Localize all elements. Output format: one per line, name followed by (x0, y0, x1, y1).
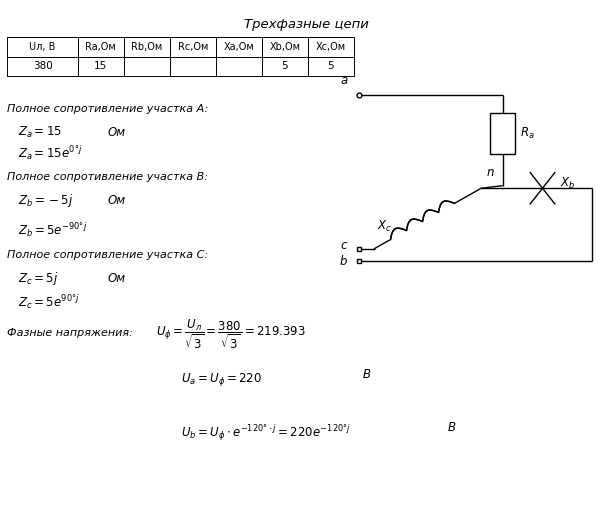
Text: Uл, В: Uл, В (29, 42, 56, 52)
Bar (490, 113, 515, 154)
Bar (262, 57, 308, 76)
Text: Ом: Ом (107, 271, 126, 284)
Text: 380: 380 (32, 61, 53, 71)
Text: $c$: $c$ (340, 239, 348, 252)
Text: $Z_b = 5e^{-90°j}$: $Z_b = 5e^{-90°j}$ (18, 221, 88, 239)
Bar (124, 57, 170, 76)
Text: $B$: $B$ (362, 368, 371, 381)
Text: Фазные напряжения:: Фазные напряжения: (7, 328, 133, 338)
Text: $X_b$: $X_b$ (560, 175, 575, 191)
Text: Ом: Ом (107, 193, 126, 206)
Text: 15: 15 (94, 61, 107, 71)
Text: Rb,Ом: Rb,Ом (131, 42, 162, 52)
Bar (124, 37, 170, 57)
Text: $b$: $b$ (339, 254, 348, 268)
Text: Полное сопротивление участка B:: Полное сопротивление участка B: (7, 172, 208, 182)
Text: $Z_a = 15e^{0°j}$: $Z_a = 15e^{0°j}$ (18, 145, 83, 162)
Text: $Z_a = 15$: $Z_a = 15$ (18, 125, 63, 140)
Bar (308, 37, 354, 57)
Text: $Z_c = 5j$: $Z_c = 5j$ (18, 270, 59, 287)
Text: $U_a = U_\phi = 220$: $U_a = U_\phi = 220$ (181, 371, 262, 388)
Bar (262, 37, 308, 57)
Text: $Z_b = -5j$: $Z_b = -5j$ (18, 192, 74, 209)
Text: $n$: $n$ (486, 166, 495, 179)
Text: $Z_c = 5e^{90°j}$: $Z_c = 5e^{90°j}$ (18, 293, 80, 310)
Bar (78, 57, 124, 76)
Text: Трехфазные цепи: Трехфазные цепи (244, 18, 369, 31)
Text: $a$: $a$ (340, 74, 348, 87)
Text: $B$: $B$ (447, 421, 457, 434)
Bar (7, 37, 78, 57)
Text: Ом: Ом (107, 126, 126, 139)
Text: $U_b = U_\phi \cdot e^{-120°\cdot j} = 220e^{-120°j}$: $U_b = U_\phi \cdot e^{-120°\cdot j} = 2… (181, 423, 351, 443)
Text: Xc,Ом: Xc,Ом (316, 42, 346, 52)
Text: Ra,Ом: Ra,Ом (85, 42, 116, 52)
Bar (216, 37, 262, 57)
Text: $U_\phi = \dfrac{U_л}{\sqrt{3}} = \dfrac{380}{\sqrt{3}} = 219.393$: $U_\phi = \dfrac{U_л}{\sqrt{3}} = \dfrac… (156, 317, 306, 350)
Text: 5: 5 (327, 61, 334, 71)
Bar (308, 57, 354, 76)
Text: $R_a$: $R_a$ (520, 126, 535, 141)
Text: Полное сопротивление участка C:: Полное сопротивление участка C: (7, 250, 208, 260)
Bar (7, 57, 78, 76)
Bar (170, 37, 216, 57)
Text: Rc,Ом: Rc,Ом (178, 42, 208, 52)
Bar (78, 37, 124, 57)
Text: Xa,Ом: Xa,Ом (223, 42, 254, 52)
Text: $X_c$: $X_c$ (377, 219, 392, 234)
Text: Xb,Ом: Xb,Ом (269, 42, 300, 52)
Bar (170, 57, 216, 76)
Text: 5: 5 (281, 61, 288, 71)
Text: Полное сопротивление участка A:: Полное сопротивление участка A: (7, 104, 208, 114)
Bar (216, 57, 262, 76)
